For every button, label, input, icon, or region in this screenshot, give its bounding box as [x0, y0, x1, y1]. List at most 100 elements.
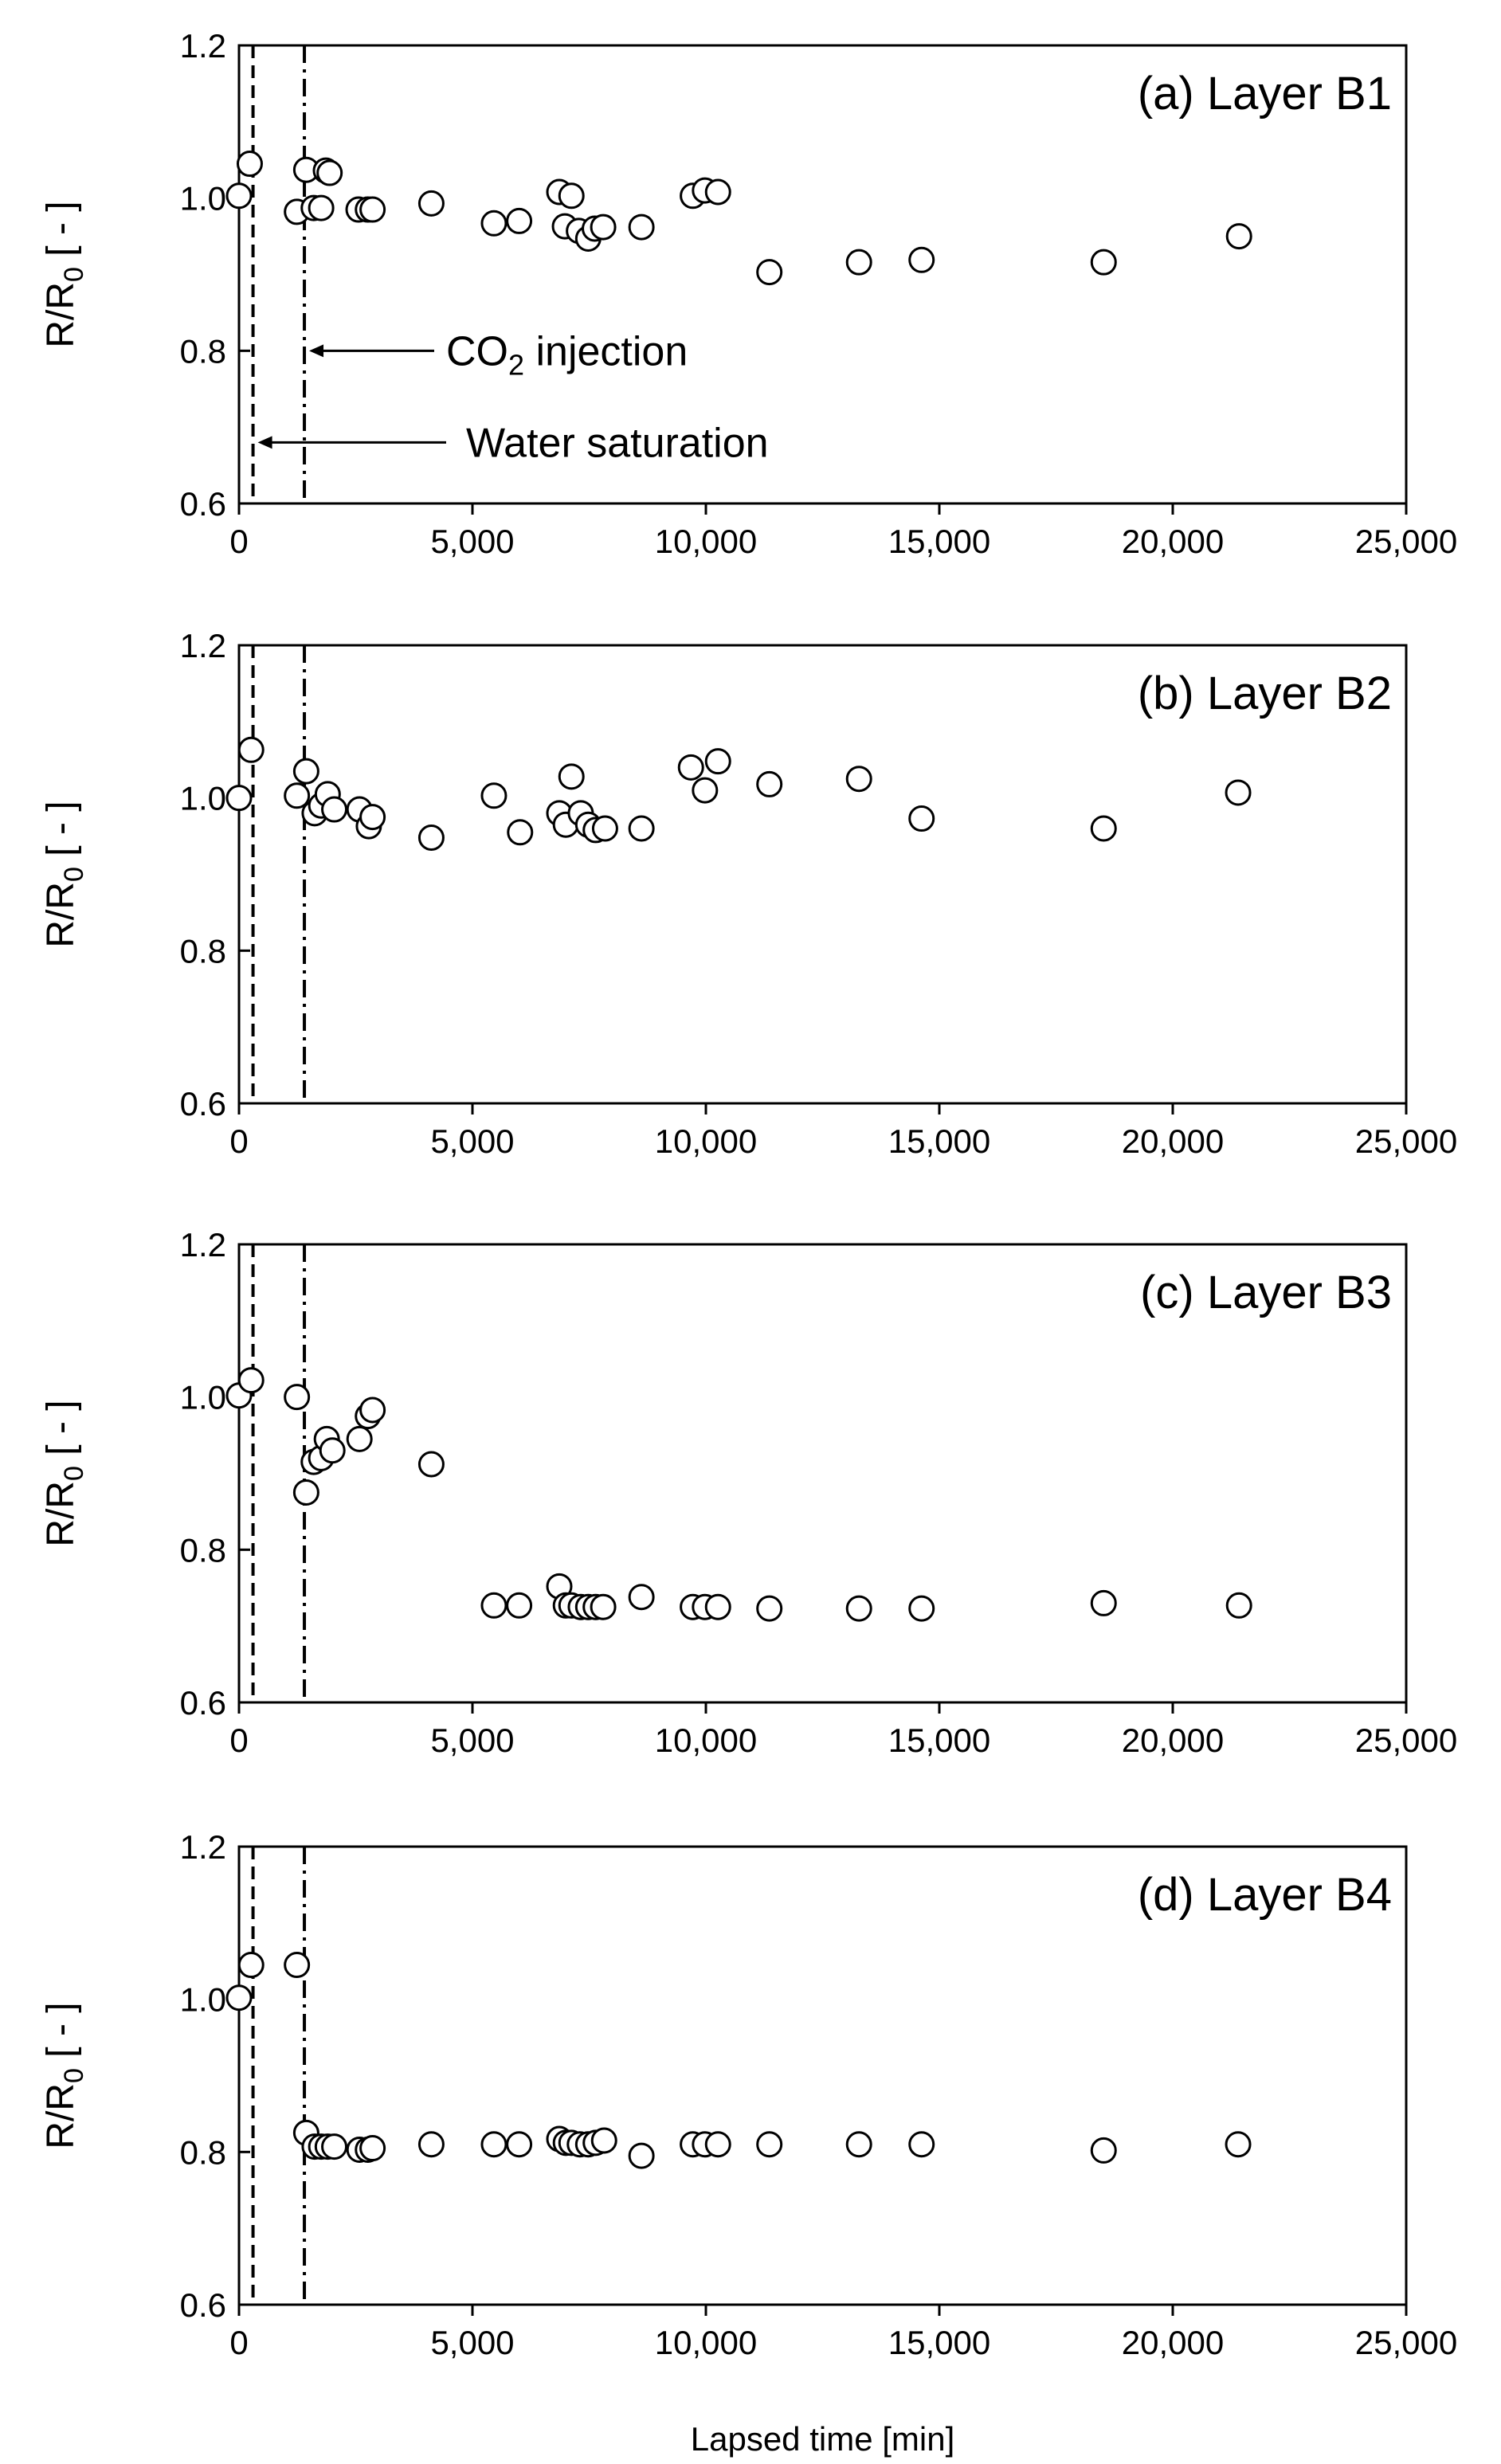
- data-point: [480, 210, 508, 237]
- data-point: [628, 1584, 655, 1611]
- y-axis-label: R/R0 [ - ]: [40, 1400, 89, 1546]
- x-tick-label: 5,000: [430, 1722, 514, 1759]
- data-point: [591, 815, 618, 842]
- y-tick-label: 1.0: [180, 1379, 226, 1416]
- y-axis-label: R/R0 [ - ]: [40, 201, 89, 347]
- y-axis-label: R/R0 [ - ]: [40, 801, 89, 947]
- data-point: [628, 2142, 655, 2169]
- y-axis-label-main: R/R: [40, 282, 82, 348]
- y-axis-label-main: R/R: [40, 2083, 82, 2149]
- plot-frame: [237, 644, 1408, 1105]
- x-tick-label: 20,000: [1122, 1722, 1224, 1759]
- x-tick-label: 10,000: [655, 2324, 757, 2361]
- data-point: [1225, 1592, 1252, 1619]
- data-point: [908, 1595, 935, 1622]
- panel-title: (a) Layer B1: [1138, 68, 1392, 119]
- plot-frame: [237, 44, 1408, 505]
- data-point: [321, 796, 348, 823]
- data-point: [677, 754, 704, 781]
- y-tick-label: 0.6: [180, 1684, 226, 1722]
- data-point: [237, 1952, 265, 1979]
- data-point: [590, 213, 617, 241]
- panel-d: 0.6 0.8 1.0 1.2 0 5,000 10,000 15,000 20,000 25,0…: [40, 1828, 1457, 2361]
- data-point: [308, 194, 335, 221]
- x-tick-label: 0: [229, 2324, 248, 2361]
- y-axis-label-tail: [ - ]: [40, 801, 82, 867]
- x-tick-label: 5,000: [430, 523, 514, 560]
- data-point: [319, 1437, 346, 1464]
- data-point: [756, 2131, 783, 2158]
- y-tick-label: 1.2: [180, 27, 226, 65]
- data-point: [417, 190, 445, 217]
- x-tick-label: 20,000: [1122, 1122, 1224, 1160]
- data-point: [845, 766, 872, 793]
- x-tick-label: 20,000: [1122, 523, 1224, 560]
- data-point: [628, 815, 655, 842]
- data-point: [1090, 1589, 1117, 1616]
- data-point: [1225, 2131, 1252, 2158]
- x-tick-label: 5,000: [430, 2324, 514, 2361]
- panel-c: 0.6 0.8 1.0 1.2 0 5,000 10,000 15,000 20,000 25,0…: [40, 1226, 1457, 1759]
- y-tick-label: 0.8: [180, 1531, 226, 1569]
- x-tick-label: 25,000: [1355, 1122, 1457, 1160]
- panel-a: 0.6 0.8 1.0 1.2 0 5,000 10,000 15,000 20,000 25,0…: [40, 27, 1457, 560]
- data-point: [558, 182, 585, 210]
- y-tick-label: 0.6: [180, 1085, 226, 1122]
- y-tick-label: 0.8: [180, 932, 226, 970]
- y-axis-label-tail: [ - ]: [40, 1400, 82, 1466]
- data-point: [321, 2133, 348, 2160]
- data-point: [1090, 815, 1117, 842]
- co2-label-sub: 2: [508, 348, 524, 381]
- data-point: [908, 805, 935, 832]
- x-tick-label: 15,000: [888, 1722, 990, 1759]
- x-tick-label: 15,000: [888, 2324, 990, 2361]
- x-tick-label: 10,000: [655, 1122, 757, 1160]
- data-point: [225, 785, 253, 812]
- data-point: [908, 2131, 935, 2158]
- data-point: [480, 1592, 508, 1619]
- data-point: [316, 159, 343, 186]
- y-tick-label: 0.6: [180, 485, 226, 523]
- co2-label-tail: injection: [524, 328, 688, 374]
- data-point: [1090, 2137, 1117, 2164]
- data-point: [845, 1595, 872, 1622]
- co2-label-main: CO: [446, 328, 508, 374]
- y-tick-label: 1.0: [180, 780, 226, 817]
- data-point: [359, 804, 386, 831]
- data-point: [908, 246, 935, 273]
- data-point: [506, 2131, 533, 2158]
- data-point: [1225, 223, 1252, 250]
- y-tick-label: 0.6: [180, 2286, 226, 2324]
- data-point: [480, 782, 508, 809]
- x-tick-label: 15,000: [888, 1122, 990, 1160]
- y-tick-label: 1.2: [180, 1828, 226, 1866]
- data-point: [1225, 779, 1252, 806]
- x-tick-label: 0: [229, 1722, 248, 1759]
- x-tick-label: 25,000: [1355, 1722, 1457, 1759]
- plot-frame: [237, 1845, 1408, 2306]
- y-tick-label: 1.2: [180, 1226, 226, 1263]
- data-point: [628, 213, 655, 241]
- y-axis-label-sub: 0: [59, 2068, 89, 2083]
- data-point: [1090, 249, 1117, 276]
- panel-title: (b) Layer B2: [1138, 668, 1392, 719]
- x-tick-label: 10,000: [655, 1722, 757, 1759]
- y-axis-label-main: R/R: [40, 1481, 82, 1547]
- y-tick-label: 1.0: [180, 180, 226, 217]
- data-point: [225, 182, 253, 210]
- data-point: [237, 736, 265, 763]
- data-point: [346, 1425, 373, 1452]
- y-axis-label-main: R/R: [40, 882, 82, 948]
- panel-title: (d) Layer B4: [1138, 1869, 1392, 1921]
- data-point: [558, 763, 585, 790]
- y-axis-label-sub: 0: [59, 1466, 89, 1481]
- data-point: [292, 1479, 319, 1506]
- x-tick-label: 0: [229, 523, 248, 560]
- data-point: [284, 1952, 311, 1979]
- data-point: [480, 2131, 508, 2158]
- water-saturation-label: Water saturation: [466, 420, 769, 466]
- data-point: [225, 1984, 253, 2012]
- x-tick-label: 15,000: [888, 523, 990, 560]
- y-axis-label: R/R0 [ - ]: [40, 2002, 89, 2149]
- x-tick-label: 20,000: [1122, 2324, 1224, 2361]
